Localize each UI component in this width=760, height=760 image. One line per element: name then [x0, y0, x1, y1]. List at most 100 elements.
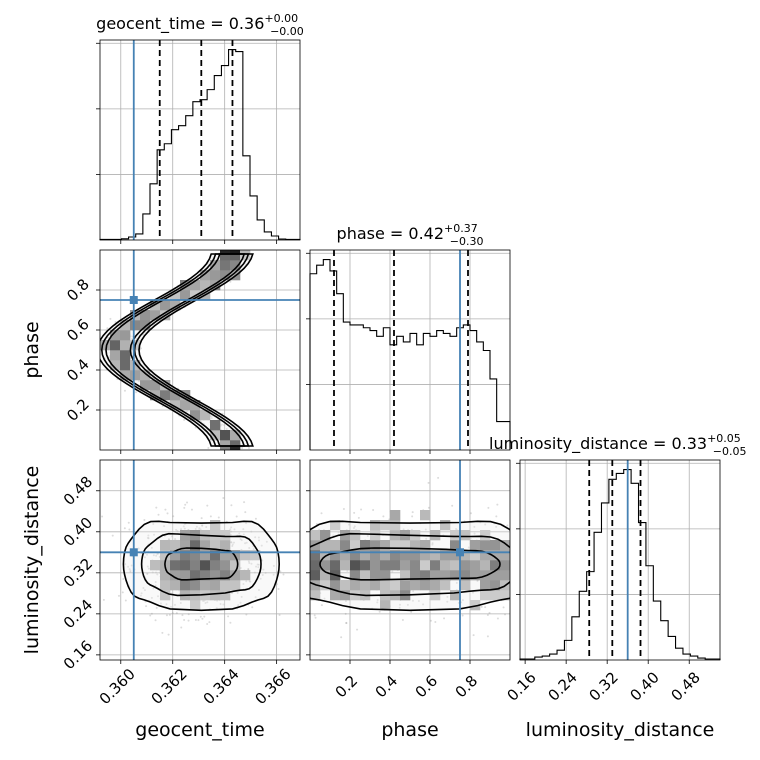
sample-point — [230, 541, 233, 544]
sample-point — [342, 507, 345, 510]
density-cell — [310, 590, 321, 601]
y-tick-label: 0.4 — [63, 355, 93, 385]
density-cell — [210, 550, 221, 561]
density-cell — [220, 570, 231, 581]
sample-point — [253, 571, 256, 574]
density-cell — [170, 560, 181, 571]
sample-point — [146, 572, 149, 575]
density-cell — [370, 570, 381, 581]
sample-point — [255, 565, 258, 568]
y-tick-label: 0.8 — [63, 275, 93, 305]
panel-frame — [99, 249, 301, 451]
density-cell — [160, 590, 171, 601]
sample-point — [106, 327, 109, 330]
sample-point — [139, 347, 142, 350]
density-cell — [230, 430, 241, 441]
density-cell — [340, 560, 351, 571]
sample-point — [257, 563, 260, 566]
density-cell — [480, 540, 491, 551]
sample-point — [242, 583, 245, 586]
density-cell — [480, 530, 491, 541]
density-cell — [490, 570, 501, 581]
sample-point — [345, 622, 348, 625]
density-cell — [240, 250, 251, 261]
density-cell — [170, 550, 181, 561]
density-cell — [170, 390, 181, 401]
contour-line — [122, 520, 281, 612]
sample-point — [180, 528, 183, 531]
y-tick-label: 0.16 — [60, 637, 96, 673]
sample-point — [391, 570, 394, 573]
sample-point — [411, 599, 414, 602]
sample-point — [340, 636, 343, 639]
density-cell — [350, 530, 361, 541]
sample-point — [121, 591, 124, 594]
density-cell — [190, 540, 201, 551]
contour-line — [310, 532, 510, 597]
sample-point — [366, 535, 369, 538]
density-cell — [320, 580, 331, 591]
sample-point — [320, 604, 323, 607]
x-axis-title-geocent_time: geocent_time — [135, 719, 264, 741]
sample-point — [174, 538, 177, 541]
sample-point — [506, 524, 509, 527]
y-tick-label: 0.6 — [63, 315, 93, 345]
sample-point — [247, 568, 250, 571]
x-axis-title-phase: phase — [381, 719, 438, 741]
density-cell — [410, 540, 421, 551]
truth-marker — [456, 548, 464, 557]
sample-point — [467, 546, 470, 549]
sample-point — [376, 601, 379, 604]
density-cell — [460, 530, 471, 541]
density-cell — [450, 590, 461, 601]
density-cell — [230, 440, 241, 450]
histogram-luminosity_distance — [519, 468, 721, 660]
sample-point — [345, 621, 348, 624]
sample-point — [261, 559, 264, 562]
density-cell — [110, 330, 121, 341]
sample-point — [262, 568, 265, 571]
sample-point — [504, 613, 507, 616]
density-cell — [190, 560, 201, 571]
density-cell — [220, 540, 231, 551]
sample-point — [143, 589, 146, 592]
sample-point — [154, 584, 157, 587]
density-cell — [440, 520, 451, 531]
density-cell — [450, 560, 461, 571]
sample-point — [171, 612, 174, 615]
sample-point — [128, 568, 131, 571]
density-cell — [210, 420, 221, 431]
sample-point — [187, 613, 190, 616]
truth-marker — [129, 548, 138, 557]
sample-point — [451, 504, 454, 507]
sample-point — [123, 389, 126, 392]
density-cell — [460, 550, 471, 561]
density-cell — [470, 600, 481, 611]
density-cell — [180, 580, 191, 591]
sample-point — [206, 601, 209, 604]
sample-point — [402, 528, 405, 531]
density-cell — [420, 560, 431, 571]
sample-point — [149, 614, 152, 617]
sample-point — [101, 515, 104, 518]
sample-point — [154, 571, 157, 574]
density-cell — [120, 320, 131, 331]
sample-point — [257, 536, 260, 539]
density-cell — [180, 570, 191, 581]
sample-point — [237, 604, 240, 607]
density-cell — [320, 530, 331, 541]
sample-point — [230, 541, 233, 544]
density-cell — [450, 530, 461, 541]
sample-point — [471, 591, 474, 594]
sample-point — [229, 533, 232, 536]
sample-point — [127, 521, 130, 524]
density-cell — [370, 520, 381, 531]
sample-point — [176, 530, 179, 533]
panel-title-phase: phase = 0.42+0.37 −0.30 — [337, 222, 484, 248]
sample-point — [243, 501, 246, 504]
density-cell — [250, 550, 261, 561]
panel-title-geocent_time: geocent_time = 0.36+0.00 −0.00 — [96, 12, 304, 38]
sample-point — [473, 525, 476, 528]
sample-point — [151, 571, 154, 574]
contours-luminosity_distance-vs-phase — [310, 520, 510, 612]
